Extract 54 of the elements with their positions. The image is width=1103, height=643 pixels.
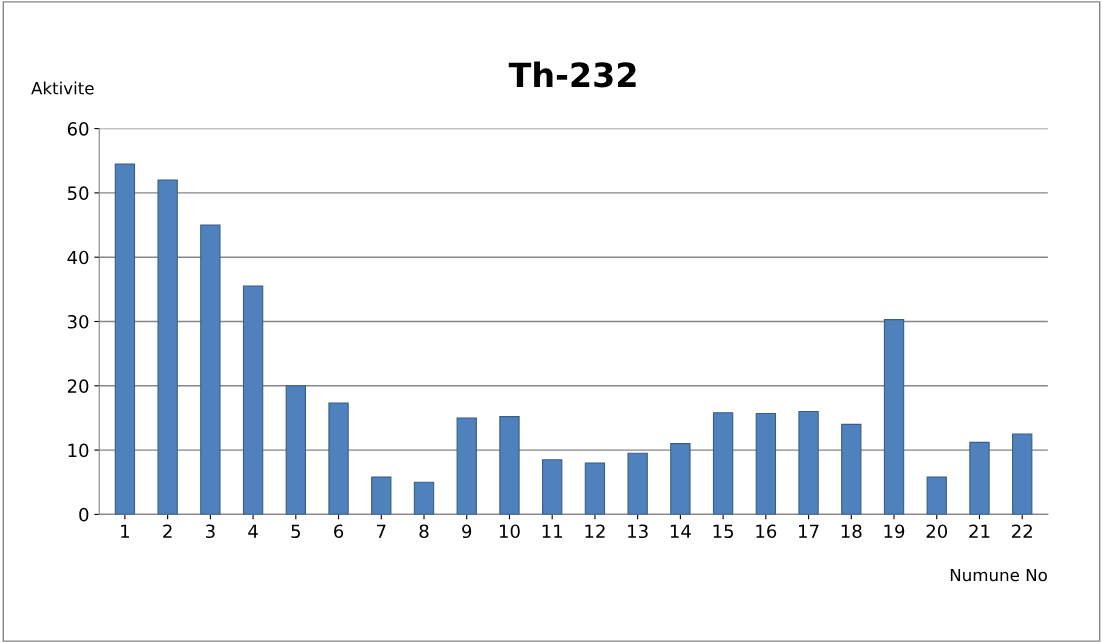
x-tick-label: 20 <box>926 524 948 539</box>
bar <box>1012 433 1033 515</box>
bar <box>413 481 435 515</box>
bar <box>242 285 264 515</box>
bar <box>926 476 947 515</box>
x-tick-label: 12 <box>585 524 605 538</box>
y-axis-title: Aktivite <box>31 81 94 95</box>
bar <box>114 163 136 515</box>
y-tick-label: 50 <box>67 186 89 201</box>
bar <box>285 385 306 515</box>
bar <box>755 412 777 515</box>
y-tick-label: 30 <box>67 314 89 329</box>
y-tick-label: 40 <box>67 250 89 265</box>
x-tick-label: 10 <box>499 524 520 539</box>
bar <box>328 402 349 515</box>
bar <box>456 417 477 515</box>
bar <box>157 179 178 515</box>
y-tick-label: 0 <box>79 507 89 522</box>
x-tick-label: 13 <box>628 524 648 539</box>
bar <box>883 319 905 515</box>
y-tick-label: 20 <box>67 379 89 393</box>
x-tick-label: 11 <box>542 524 563 538</box>
x-tick-label: 21 <box>969 524 990 538</box>
x-tick-label: 9 <box>462 524 472 539</box>
x-tick-label: 18 <box>841 524 862 539</box>
x-tick-label: 3 <box>206 524 215 539</box>
x-tick-label: 1 <box>121 524 129 538</box>
bar <box>841 423 862 515</box>
x-tick-label: 16 <box>756 524 777 539</box>
bar <box>584 462 606 515</box>
chart-title: Th-232 <box>508 61 636 88</box>
x-tick-label: 22 <box>1012 524 1032 538</box>
x-tick-label: 15 <box>713 524 734 539</box>
x-axis-title: Numune No <box>950 568 1047 582</box>
bar <box>499 416 520 515</box>
x-tick-label: 14 <box>670 524 691 538</box>
x-tick-label: 6 <box>334 524 344 539</box>
x-tick-label: 4 <box>248 524 258 538</box>
bar <box>798 410 819 515</box>
bar <box>712 412 734 515</box>
bar <box>542 459 563 515</box>
y-tick-label: 60 <box>67 122 89 136</box>
y-tick-label: 10 <box>68 443 89 458</box>
bar <box>371 476 392 515</box>
bar <box>200 224 221 515</box>
bar <box>969 441 990 515</box>
x-tick-label: 5 <box>291 524 300 539</box>
bar <box>670 443 691 515</box>
x-tick-label: 17 <box>799 524 819 538</box>
x-tick-label: 7 <box>377 524 386 538</box>
bar <box>627 452 648 515</box>
x-tick-label: 2 <box>163 524 172 538</box>
x-tick-label: 8 <box>419 524 429 539</box>
x-tick-label: 19 <box>884 524 905 539</box>
